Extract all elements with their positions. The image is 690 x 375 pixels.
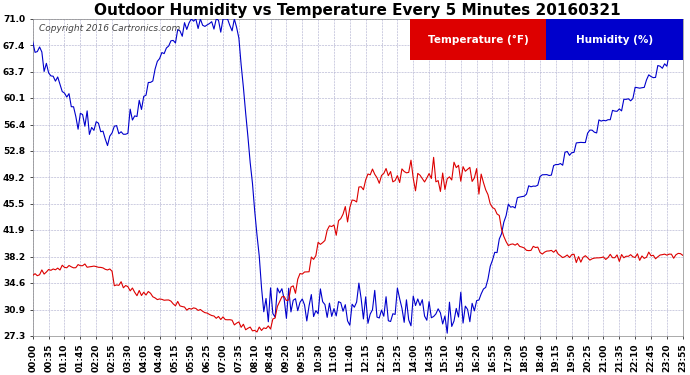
Text: Temperature (°F): Temperature (°F)	[428, 34, 529, 45]
FancyBboxPatch shape	[410, 19, 546, 60]
Title: Outdoor Humidity vs Temperature Every 5 Minutes 20160321: Outdoor Humidity vs Temperature Every 5 …	[95, 3, 621, 18]
FancyBboxPatch shape	[546, 19, 682, 60]
Text: Humidity (%): Humidity (%)	[576, 34, 653, 45]
Text: Copyright 2016 Cartronics.com: Copyright 2016 Cartronics.com	[39, 24, 181, 33]
